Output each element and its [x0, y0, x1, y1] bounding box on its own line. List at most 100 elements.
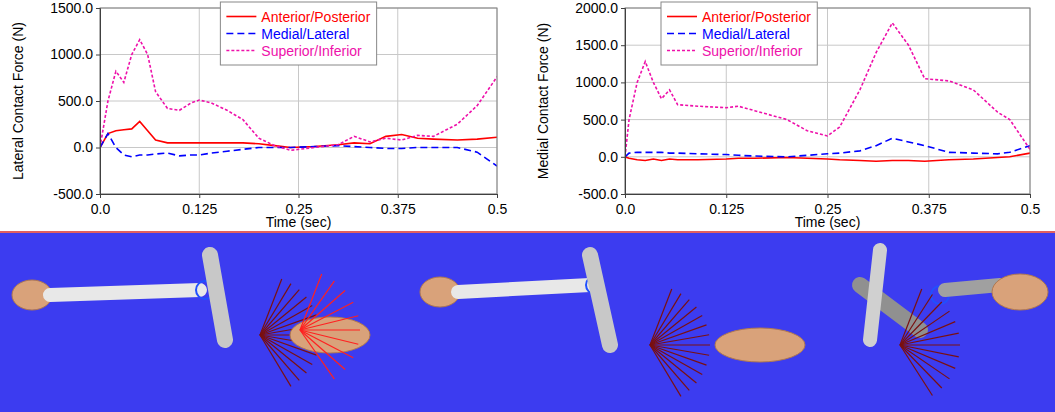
- plot-background: [100, 8, 497, 194]
- x-axis-title: Time (sec): [795, 214, 861, 230]
- bone: [945, 285, 1000, 290]
- series-line: [625, 138, 1030, 157]
- muscle-line: [650, 344, 710, 345]
- x-tick-label: 0.0: [91, 201, 111, 217]
- x-tick-mark: [828, 194, 829, 198]
- grid: [100, 8, 497, 194]
- x-tick-label: 0.5: [488, 201, 508, 217]
- series-line: [100, 40, 497, 151]
- grid-line-x: [928, 8, 929, 194]
- muscle-line: [900, 333, 959, 345]
- y-tick-label: 0.0: [74, 139, 94, 155]
- muscle-line: [300, 316, 358, 330]
- muscle-line: [650, 335, 709, 345]
- y-tick-label: 1000.0: [575, 74, 618, 90]
- chart-panel: 0.00.1250.250.3750.5-500.00.0500.01000.0…: [535, 0, 1040, 230]
- y-tick-label: 500.0: [583, 112, 618, 128]
- grid-line-y: [625, 82, 1030, 83]
- muscle-line: [650, 307, 696, 345]
- x-tick-label: 0.375: [381, 201, 416, 217]
- x-tick-mark: [398, 194, 399, 198]
- bone: [458, 285, 590, 292]
- y-axis-title: Medial Contact Force (N): [535, 23, 551, 179]
- muscle-line: [900, 295, 932, 345]
- x-tick: 0.5: [488, 194, 508, 217]
- legend-swatch: [667, 33, 697, 35]
- legend-label: Superior/Inferior: [261, 43, 362, 59]
- x-axis-line: [101, 195, 498, 199]
- plot-frame: [100, 8, 497, 194]
- x-tick: 0.125: [182, 194, 217, 217]
- y-axis-line: [96, 9, 101, 195]
- legend-label: Superior/Inferior: [702, 43, 803, 59]
- muscle-line: [900, 345, 955, 368]
- x-tick-mark: [299, 194, 300, 198]
- y-tick-mark: [96, 194, 100, 195]
- muscle-line: [650, 345, 681, 396]
- x-tick-label: 0.375: [912, 201, 947, 217]
- muscle-line: [300, 302, 353, 330]
- muscle-line: [900, 345, 950, 379]
- x-tick-mark: [1030, 194, 1031, 198]
- muscle-line: [300, 274, 322, 330]
- legend-box: [661, 2, 817, 65]
- y-tick-label: -500.0: [53, 186, 93, 202]
- x-tick-mark: [199, 194, 200, 198]
- legend-label: Medial/Lateral: [702, 26, 790, 42]
- y-tick: 1000.0: [575, 74, 625, 90]
- bone: [50, 290, 200, 295]
- y-tick: 1500.0: [50, 0, 100, 16]
- y-axis: -500.0 0.0 500.0 1000.0 1500.0 2000.0: [575, 0, 625, 202]
- x-tick-label: 0.5: [1021, 201, 1041, 217]
- bone: [870, 250, 880, 340]
- legend-label: Medial/Lateral: [261, 26, 349, 42]
- grid-line-y: [100, 101, 497, 102]
- muscle-line: [900, 345, 942, 388]
- y-tick-label: 1000.0: [50, 46, 93, 62]
- render-background: [0, 232, 1055, 412]
- y-tick: 500.0: [58, 93, 100, 109]
- x-tick: 0.375: [381, 194, 416, 217]
- y-tick-label: 1500.0: [50, 0, 93, 16]
- legend-swatch: [667, 50, 697, 52]
- muscle-line: [900, 302, 942, 345]
- x-tick-mark: [497, 194, 498, 198]
- x-tick-label: 0.0: [616, 201, 636, 217]
- legend-swatch: [226, 50, 256, 52]
- legend: Anterior/PosteriorMedial/LateralSuperior…: [220, 2, 376, 65]
- muscle-line: [900, 344, 960, 345]
- foot: [992, 274, 1048, 310]
- y-tick-mark: [621, 8, 625, 9]
- y-tick-mark: [96, 55, 100, 56]
- x-tick-mark: [929, 194, 930, 198]
- y-tick-label: 500.0: [58, 93, 93, 109]
- foot: [715, 328, 805, 362]
- chart-panel: 0.00.1250.250.3750.5-500.00.0500.01000.0…: [10, 0, 507, 230]
- bone: [590, 255, 610, 345]
- render-divider: [0, 231, 1055, 233]
- legend-swatch: [226, 16, 256, 18]
- y-tick: 0.0: [74, 139, 100, 155]
- grid-line-y: [625, 156, 1030, 157]
- x-tick-label: 0.125: [709, 201, 744, 217]
- y-tick: 2000.0: [575, 0, 625, 16]
- y-tick-mark: [96, 8, 100, 9]
- y-tick: -500.0: [578, 186, 625, 202]
- x-tick: 0.5: [1021, 194, 1041, 217]
- y-tick: -500.0: [53, 186, 100, 202]
- muscle-line: [900, 322, 955, 345]
- y-tick-mark: [621, 194, 625, 195]
- legend: Anterior/PosteriorMedial/LateralSuperior…: [661, 2, 817, 65]
- muscle-line: [650, 345, 696, 383]
- y-tick: 500.0: [583, 112, 625, 128]
- y-tick-mark: [621, 45, 625, 46]
- y-tick-mark: [96, 148, 100, 149]
- y-tick: 1000.0: [50, 46, 100, 62]
- legend-swatch: [667, 16, 697, 18]
- grid-line-y: [625, 119, 1030, 120]
- y-tick: 1500.0: [575, 37, 625, 53]
- muscle-line: [650, 294, 681, 345]
- x-tick: 0.0: [616, 194, 636, 217]
- muscle-line: [300, 330, 334, 379]
- y-tick-label: 0.0: [599, 149, 619, 165]
